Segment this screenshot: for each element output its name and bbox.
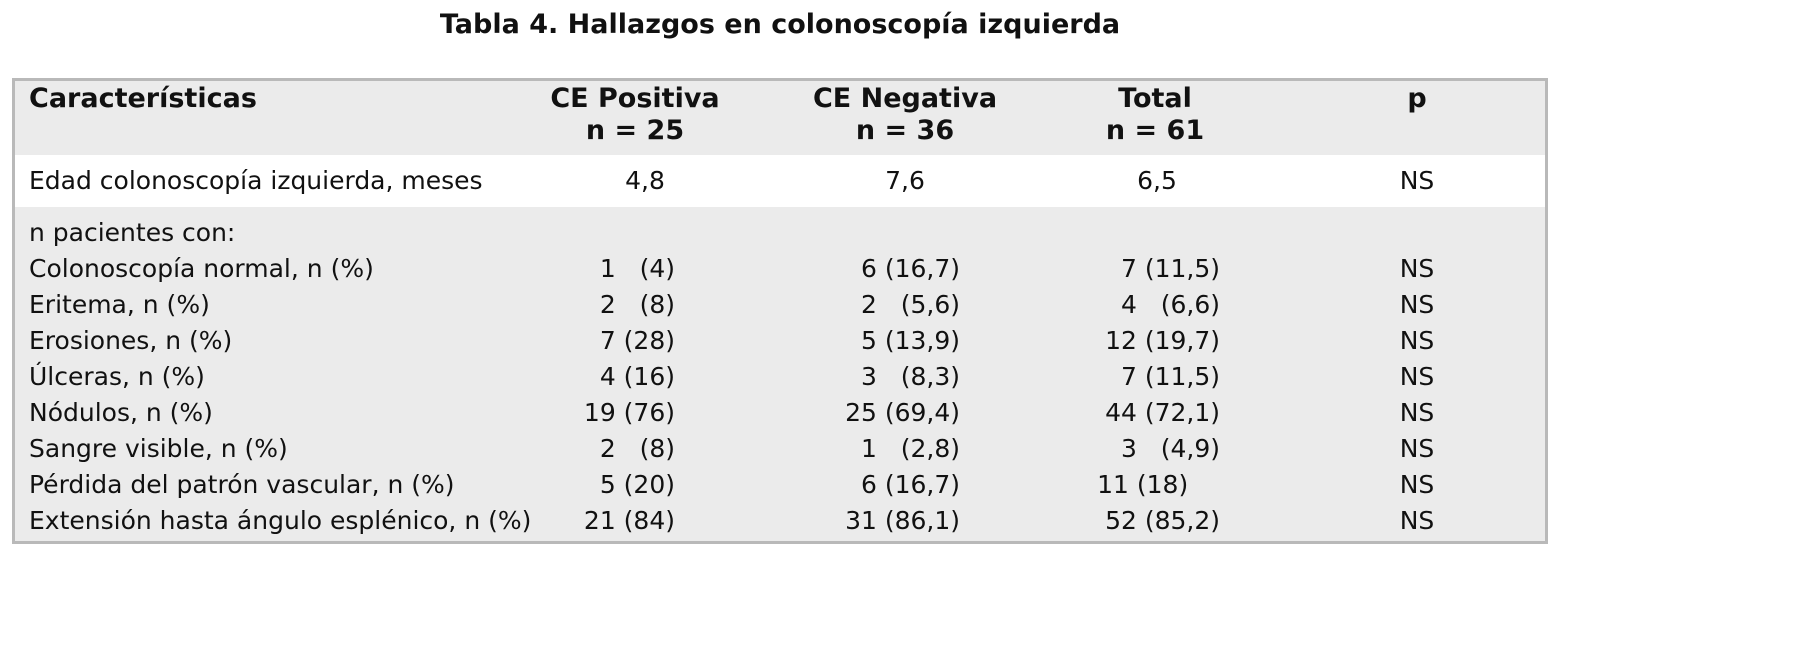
age-row-band bbox=[15, 155, 1545, 207]
findings-table: Características CE Positiva n = 25 CE Ne… bbox=[12, 78, 1548, 544]
header-ce-negative-n: n = 36 bbox=[855, 115, 955, 146]
header-ce-negative: CE Negativa n = 36 bbox=[795, 83, 1015, 147]
header-ce-negative-label: CE Negativa bbox=[812, 83, 998, 114]
table-row-total: 52 (85,2) bbox=[1105, 506, 1220, 535]
table-row-label: Pérdida del patrón vascular, n (%) bbox=[29, 470, 455, 499]
table-row-p: NS bbox=[1399, 326, 1435, 355]
table-row-p: NS bbox=[1399, 254, 1435, 283]
age-row-pos: 4,8 bbox=[625, 166, 665, 195]
table-row-neg: 3 (8,3) bbox=[860, 362, 960, 391]
table-row-neg: 5 (13,9) bbox=[860, 326, 960, 355]
header-p: p bbox=[1407, 83, 1427, 114]
table-row-label: Sangre visible, n (%) bbox=[29, 434, 288, 463]
table-row-label: Nódulos, n (%) bbox=[29, 398, 213, 427]
table-row-pos: 4 (16) bbox=[599, 362, 675, 391]
table-row-pos: 7 (28) bbox=[599, 326, 675, 355]
header-total-label: Total bbox=[1118, 83, 1192, 114]
table-row-label: Úlceras, n (%) bbox=[29, 362, 205, 391]
table-row-pos: 1 (4) bbox=[599, 254, 675, 283]
header-characteristics: Características bbox=[29, 83, 257, 114]
table-row-p: NS bbox=[1399, 506, 1435, 535]
table-row-label: Extensión hasta ángulo esplénico, n (%) bbox=[29, 506, 532, 535]
table-row-neg: 2 (5,6) bbox=[860, 290, 960, 319]
table-row-neg: 6 (16,7) bbox=[860, 254, 960, 283]
table-row-total: 4 (6,6) bbox=[1120, 290, 1220, 319]
table-row-pos: 21 (84) bbox=[583, 506, 675, 535]
table-row-label: Erosiones, n (%) bbox=[29, 326, 233, 355]
table-row-total: 12 (19,7) bbox=[1105, 326, 1220, 355]
table-row-p: NS bbox=[1399, 470, 1435, 499]
header-ce-positive-n: n = 25 bbox=[585, 115, 685, 146]
table-row-p: NS bbox=[1399, 434, 1435, 463]
table-row-p: NS bbox=[1399, 290, 1435, 319]
header-total-n: n = 61 bbox=[1105, 115, 1205, 146]
header-ce-positive-label: CE Positiva bbox=[550, 83, 720, 114]
table-row-p: NS bbox=[1399, 362, 1435, 391]
header-total: Total n = 61 bbox=[1075, 83, 1235, 147]
table-row-total: 44 (72,1) bbox=[1105, 398, 1220, 427]
table-row-neg: 31 (86,1) bbox=[845, 506, 960, 535]
table-row-neg: 1 (2,8) bbox=[860, 434, 960, 463]
table-row-neg: 25 (69,4) bbox=[845, 398, 960, 427]
table-row-p: NS bbox=[1399, 398, 1435, 427]
table-row-label: Colonoscopía normal, n (%) bbox=[29, 254, 374, 283]
header-ce-positive: CE Positiva n = 25 bbox=[535, 83, 735, 147]
table-row-label: Eritema, n (%) bbox=[29, 290, 210, 319]
age-row-neg: 7,6 bbox=[885, 166, 925, 195]
table-row-total: 11 (18) bbox=[1097, 470, 1220, 499]
table-row-total: 7 (11,5) bbox=[1120, 254, 1220, 283]
header-row bbox=[15, 81, 1545, 155]
table-row-neg: 6 (16,7) bbox=[860, 470, 960, 499]
table-row-total: 7 (11,5) bbox=[1120, 362, 1220, 391]
table-title: Tabla 4. Hallazgos en colonoscopía izqui… bbox=[439, 9, 1121, 40]
group-label: n pacientes con: bbox=[29, 218, 236, 247]
table-row-pos: 5 (20) bbox=[599, 470, 675, 499]
age-row-label: Edad colonoscopía izquierda, meses bbox=[29, 166, 483, 195]
table-row-pos: 2 (8) bbox=[599, 434, 675, 463]
age-row-p: NS bbox=[1399, 166, 1435, 195]
table-row-pos: 19 (76) bbox=[583, 398, 675, 427]
table-row-pos: 2 (8) bbox=[599, 290, 675, 319]
table-row-total: 3 (4,9) bbox=[1120, 434, 1220, 463]
age-row-total: 6,5 bbox=[1137, 166, 1177, 195]
